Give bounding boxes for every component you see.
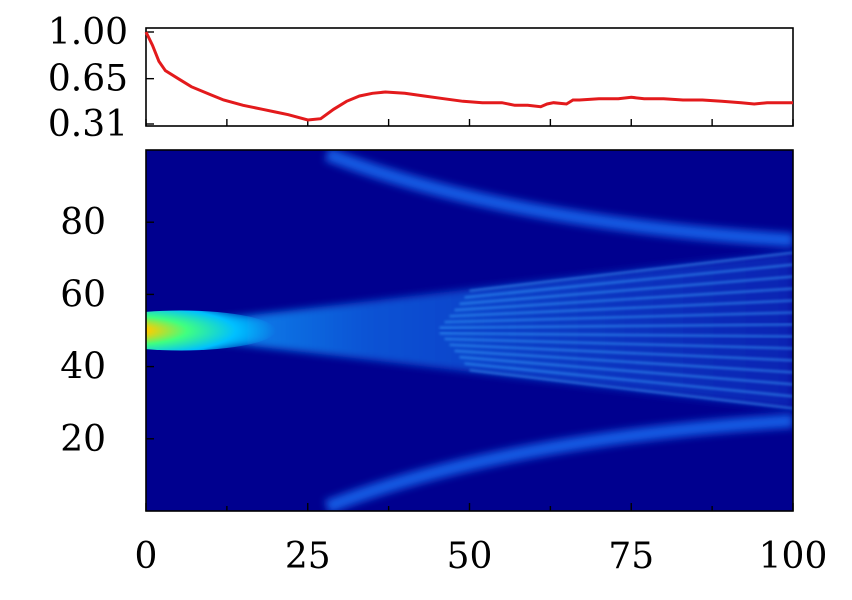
fringe-line xyxy=(444,311,793,324)
heat-xtick-label: 100 xyxy=(759,536,828,577)
fringe-line xyxy=(469,251,793,292)
fringe-line xyxy=(464,362,793,398)
fringe-line xyxy=(454,287,793,312)
fringe-line xyxy=(469,369,793,410)
heat-ytick-label: 20 xyxy=(60,419,106,460)
interference-fringes xyxy=(439,251,793,410)
heat-ytick-label: 60 xyxy=(60,274,106,315)
upper-arc xyxy=(324,150,793,248)
heat-ytick-label: 40 xyxy=(60,347,106,388)
heat-xtick-label: 50 xyxy=(447,536,493,577)
fringe-line xyxy=(444,337,793,350)
fringe-line xyxy=(459,275,793,305)
line-chart-frame xyxy=(145,27,794,127)
source-hotspot xyxy=(146,310,276,351)
heat-xtick-label: 25 xyxy=(285,536,331,577)
line-chart-panel: 1.00 0.650.31 xyxy=(48,12,794,145)
fringe-line xyxy=(439,323,793,329)
heat-xtick-label: 0 xyxy=(135,536,158,577)
fringe-line xyxy=(464,263,793,299)
fringe-line xyxy=(449,343,793,362)
heat-xtick-label: 75 xyxy=(608,536,654,577)
line-ytick-label: 0.31 xyxy=(48,104,128,145)
heatmap-field xyxy=(146,150,793,511)
fringe-line xyxy=(439,332,793,338)
line-ytick-label: 0.65 xyxy=(48,59,128,100)
heatmap-panel: 0 25 50 75 100 20 40 60 80 xyxy=(60,149,828,577)
line-ytick-label: 1.00 xyxy=(48,12,128,53)
fringe-line xyxy=(454,349,793,374)
fringe-line xyxy=(449,299,793,318)
line-series xyxy=(144,31,793,122)
fringe-line xyxy=(459,356,793,386)
lower-arc xyxy=(324,413,793,511)
heat-ytick-label: 80 xyxy=(60,202,106,243)
